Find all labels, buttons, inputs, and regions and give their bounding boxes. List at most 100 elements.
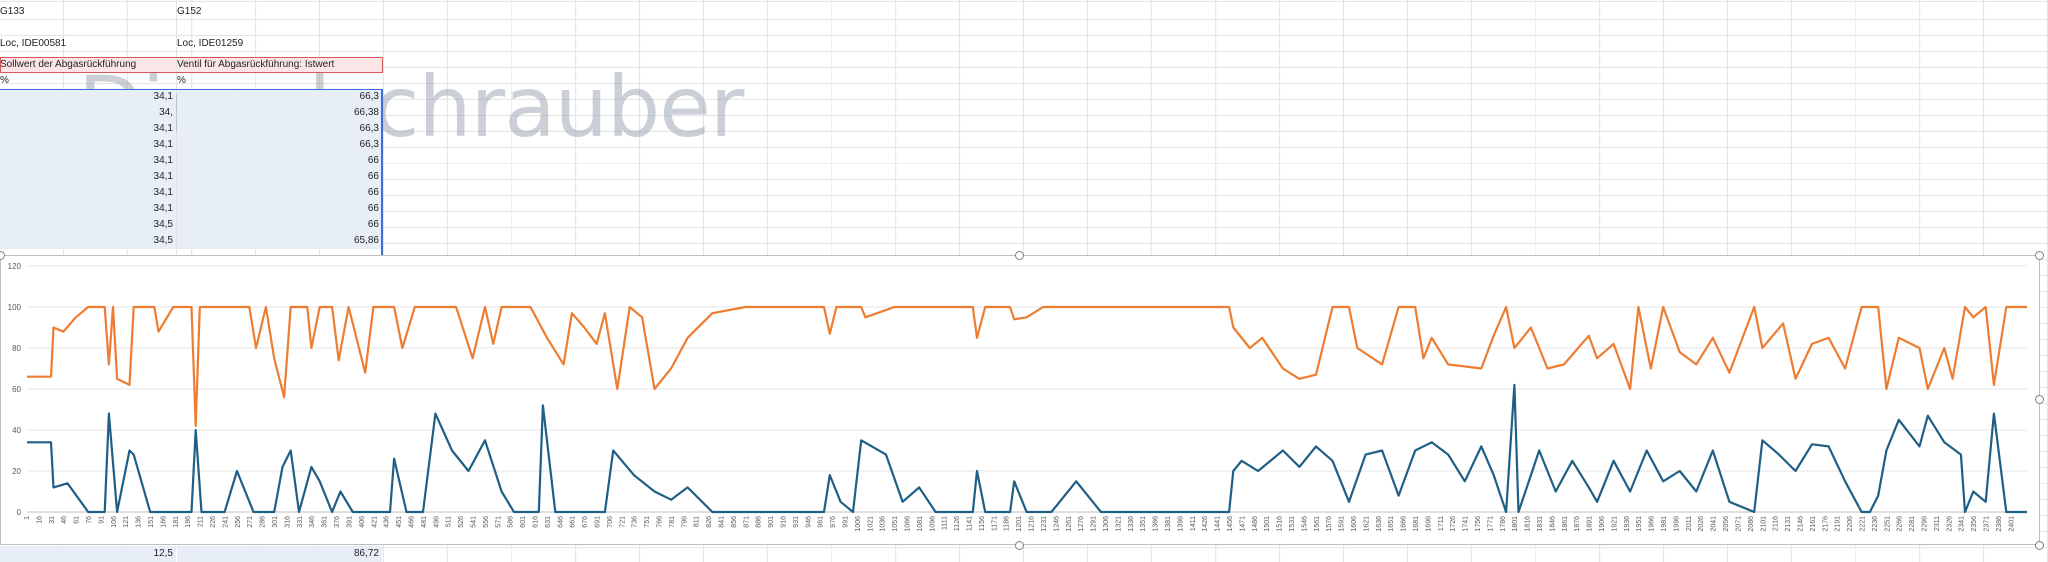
table-row-a[interactable]: 34,1 [0, 121, 176, 137]
x-tick-label: 1561 [1314, 516, 1321, 532]
table-row-b[interactable]: 66,3 [177, 121, 382, 137]
x-tick-label: 1531 [1289, 516, 1296, 532]
x-tick-label: 1381 [1165, 516, 1172, 532]
table-row-a[interactable]: 34,1 [0, 89, 176, 105]
table-row-b[interactable]: 66 [177, 185, 382, 201]
table-row-a[interactable]: 34,1 [0, 201, 176, 217]
resize-handle-bottom[interactable] [1015, 541, 1024, 550]
x-tick-label: 991 [843, 516, 850, 528]
table-row-b[interactable]: 66,3 [177, 137, 382, 153]
x-tick-label: 346 [309, 516, 316, 528]
x-tick-label: 571 [495, 516, 502, 528]
cell-b1[interactable]: G152 [177, 6, 202, 17]
x-tick-label: 1156 [979, 516, 986, 531]
x-tick-label: 1891 [1587, 516, 1594, 532]
x-tick-label: 391 [346, 516, 353, 528]
line-chart[interactable]: 0 20 40 60 80 100 120 1 16 31 46 61 76 91 106 121 136 151… [0, 255, 2040, 545]
x-tick-label: 1411 [1190, 516, 1197, 531]
x-tick-label: 1546 [1301, 516, 1308, 532]
table-row-b[interactable]: 66 [177, 201, 382, 217]
x-tick-label: 1111 [942, 516, 949, 530]
table-row-a[interactable]: 34,1 [0, 153, 176, 169]
cell-a1[interactable]: G133 [0, 6, 25, 17]
x-tick-label: 166 [160, 516, 167, 528]
x-tick-label: 1741 [1463, 516, 1470, 532]
x-tick-label: 931 [793, 516, 800, 528]
x-tick-label: 2206 [1847, 516, 1854, 532]
x-tick-label: 1936 [1624, 516, 1631, 532]
table-row-b[interactable]: 66,38 [177, 105, 382, 121]
x-tick-label: 781 [669, 516, 676, 528]
x-tick-label: 706 [607, 516, 614, 528]
x-tick-label: 211 [198, 516, 205, 527]
resize-handle-bottom-right[interactable] [2035, 541, 2044, 550]
table-row-a[interactable]: 34,5 [0, 217, 176, 233]
x-tick-label: 811 [694, 516, 701, 527]
x-tick-label: 466 [408, 516, 415, 528]
header-valve-actual[interactable]: Ventil für Abgasrückführung: Istwert [177, 57, 382, 73]
x-tick-label: 1291 [1091, 516, 1098, 532]
x-tick-label: 2341 [1959, 516, 1966, 532]
x-tick-label: 361 [322, 516, 329, 528]
x-tick-label: 1201 [1016, 516, 1023, 532]
resize-handle-top-right[interactable] [2035, 251, 2044, 260]
x-tick-label: 2296 [1921, 516, 1928, 532]
x-tick-label: 226 [210, 516, 217, 528]
x-tick-label: 1171 [991, 516, 998, 531]
table-row-a[interactable]: 34,5 [0, 233, 176, 249]
x-tick-label: 1846 [1549, 516, 1556, 532]
table-row-a[interactable]: 34,1 [0, 137, 176, 153]
unit-a[interactable]: % [0, 75, 9, 86]
table-row-a[interactable]: 34,1 [0, 169, 176, 185]
x-tick-label: 2266 [1897, 516, 1904, 532]
table-row-a[interactable]: 34,1 [0, 185, 176, 201]
x-tick-label: 1021 [867, 516, 874, 532]
cell-b3[interactable]: Loc, IDE01259 [177, 38, 244, 49]
header-highlight [0, 57, 383, 73]
table-row-b[interactable]: 66 [177, 169, 382, 185]
x-tick-label: 1981 [1661, 516, 1668, 532]
x-tick-label: 2131 [1785, 516, 1792, 532]
x-tick-label: 751 [644, 516, 651, 528]
x-tick-label: 1441 [1215, 516, 1222, 532]
x-tick-label: 2401 [2008, 516, 2015, 532]
x-tick-label: 2371 [1983, 516, 1990, 532]
x-tick-label: 46 [61, 516, 68, 524]
resize-handle-right[interactable] [2035, 395, 2044, 404]
cell-bottom-b[interactable]: 86,72 [177, 546, 382, 562]
resize-handle-top[interactable] [1015, 251, 1024, 260]
x-tick-label: 2176 [1822, 516, 1829, 532]
table-row-b[interactable]: 66,3 [177, 89, 382, 105]
y-tick-label: 60 [12, 385, 21, 394]
x-tick-label: 1966 [1649, 516, 1656, 532]
x-tick-label: 1456 [1227, 516, 1234, 532]
x-tick-label: 871 [743, 516, 750, 528]
unit-b[interactable]: % [177, 75, 186, 86]
x-tick-label: 256 [235, 516, 242, 528]
series-line-orange [27, 305, 2027, 427]
table-row-b[interactable]: 66 [177, 217, 382, 233]
x-tick-label: 1636 [1376, 516, 1383, 532]
table-row-b[interactable]: 66 [177, 153, 382, 169]
x-tick-label: 136 [136, 516, 143, 528]
cell-bottom-a[interactable]: 12,5 [0, 546, 176, 562]
x-tick-label: 196 [185, 516, 192, 528]
x-tick-label: 151 [148, 516, 155, 528]
resize-handle-top-left[interactable] [0, 251, 5, 260]
table-row-a[interactable]: 34, [0, 105, 176, 121]
x-tick-label: 946 [805, 516, 812, 528]
table-row-b[interactable]: 65,86 [177, 233, 382, 249]
x-tick-label: 1906 [1599, 516, 1606, 532]
header-setpoint[interactable]: Sollwert der Abgasrückführung [0, 57, 176, 73]
x-tick-label: 1696 [1425, 516, 1432, 532]
x-tick-label: 121 [123, 516, 130, 528]
x-tick-label: 511 [446, 516, 453, 527]
x-tick-label: 1771 [1487, 516, 1494, 532]
cell-a3[interactable]: Loc, IDE00581 [0, 38, 67, 49]
x-tick-label: 2146 [1797, 516, 1804, 532]
x-tick-label: 1186 [1004, 516, 1011, 531]
x-tick-label: 436 [384, 516, 391, 528]
x-tick-label: 1486 [1252, 516, 1259, 532]
x-tick-label: 1666 [1401, 516, 1408, 532]
